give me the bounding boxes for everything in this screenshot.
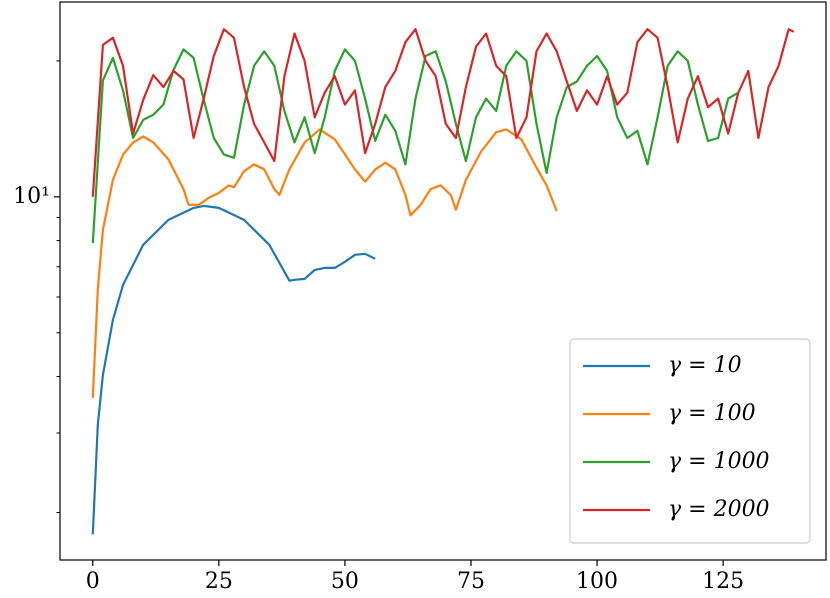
x-tick-label: 100 [576, 569, 618, 594]
x-tick-label: 125 [702, 569, 744, 594]
plot-frame [59, 1, 827, 561]
legend-label: γ = 100 [668, 401, 756, 426]
legend-label: γ = 1000 [668, 449, 770, 474]
series-line [91, 48, 739, 244]
x-tick-label: 25 [205, 569, 233, 594]
y-tick-label: 10¹ [13, 184, 50, 209]
legend-label: γ = 10 [668, 353, 742, 378]
series-line [91, 128, 558, 398]
x-tick-label: 0 [86, 569, 100, 594]
legend: γ = 10 γ = 100 γ = 1000 γ = 2000 [569, 338, 811, 544]
legend-label: γ = 2000 [668, 497, 770, 522]
legend-box [569, 338, 811, 544]
series-line [91, 28, 795, 197]
x-tick-label: 50 [331, 569, 359, 594]
series-line [91, 204, 376, 535]
x-tick-label: 75 [457, 569, 485, 594]
